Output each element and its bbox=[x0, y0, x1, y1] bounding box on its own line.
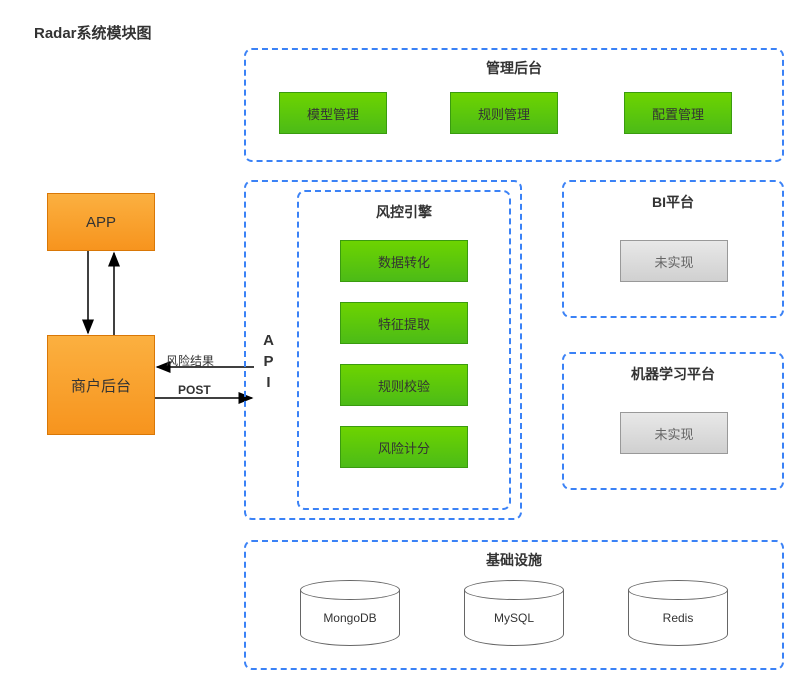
node-ml-unimpl: 未实现 bbox=[620, 412, 728, 454]
section-bi-label: BI平台 bbox=[564, 192, 782, 212]
arrow-label-risk: 风险结果 bbox=[166, 352, 214, 369]
node-feature-extract: 特征提取 bbox=[340, 302, 468, 344]
cylinder-mongodb-label: MongoDB bbox=[323, 611, 376, 625]
node-risk-score-label: 风险计分 bbox=[378, 438, 430, 457]
node-config-mgmt: 配置管理 bbox=[624, 92, 732, 134]
node-bi-unimpl-label: 未实现 bbox=[654, 252, 693, 271]
node-merchant-label: 商户后台 bbox=[71, 375, 131, 396]
cylinder-redis: Redis bbox=[628, 590, 728, 646]
arrow-label-post: POST bbox=[178, 383, 211, 397]
cylinder-mongodb: MongoDB bbox=[300, 590, 400, 646]
diagram-title: Radar系统模块图 bbox=[34, 22, 152, 43]
section-ml-label: 机器学习平台 bbox=[564, 364, 782, 384]
cylinder-mysql-label: MySQL bbox=[494, 611, 534, 625]
node-merchant: 商户后台 bbox=[47, 335, 155, 435]
node-rule-check: 规则校验 bbox=[340, 364, 468, 406]
node-model-mgmt: 模型管理 bbox=[279, 92, 387, 134]
node-app-label: APP bbox=[86, 214, 116, 231]
node-config-mgmt-label: 配置管理 bbox=[652, 104, 704, 123]
api-label: API bbox=[260, 332, 277, 395]
node-risk-score: 风险计分 bbox=[340, 426, 468, 468]
cylinder-redis-label: Redis bbox=[663, 611, 694, 625]
node-rule-mgmt: 规则管理 bbox=[450, 92, 558, 134]
node-model-mgmt-label: 模型管理 bbox=[307, 104, 359, 123]
node-app: APP bbox=[47, 193, 155, 251]
node-ml-unimpl-label: 未实现 bbox=[654, 424, 693, 443]
section-admin-label: 管理后台 bbox=[246, 58, 782, 78]
node-bi-unimpl: 未实现 bbox=[620, 240, 728, 282]
section-infra-label: 基础设施 bbox=[246, 550, 782, 570]
node-rule-mgmt-label: 规则管理 bbox=[478, 104, 530, 123]
cylinder-mysql: MySQL bbox=[464, 590, 564, 646]
node-feature-extract-label: 特征提取 bbox=[378, 314, 430, 333]
node-data-transform-label: 数据转化 bbox=[378, 252, 430, 271]
node-rule-check-label: 规则校验 bbox=[378, 376, 430, 395]
node-data-transform: 数据转化 bbox=[340, 240, 468, 282]
section-engine-label: 风控引擎 bbox=[299, 202, 509, 222]
